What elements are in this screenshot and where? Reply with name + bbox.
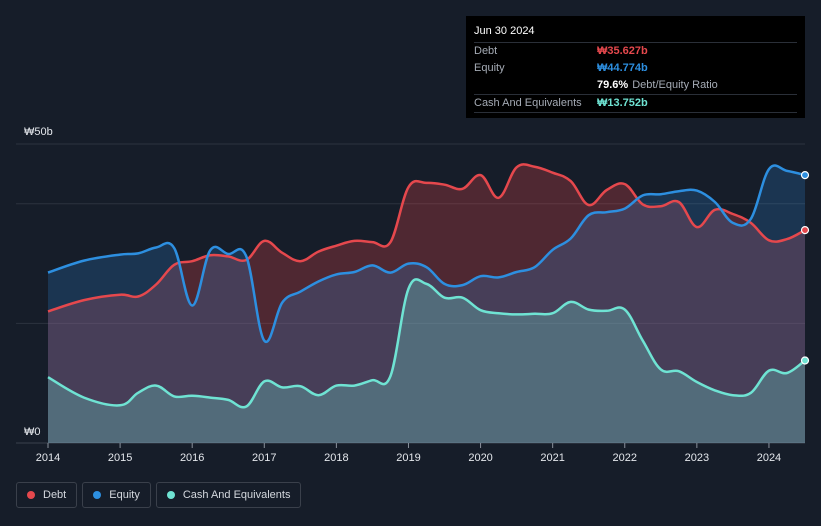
- y-tick-label-top: ₩50b: [24, 126, 53, 138]
- tooltip-cash-label: Cash And Equivalents: [474, 97, 582, 109]
- x-tick-label: 2015: [108, 452, 132, 464]
- tooltip-cash-row: Cash And Equivalents ₩13.752b: [474, 95, 797, 113]
- x-tick-label: 2016: [180, 452, 204, 464]
- x-tick-label: 2019: [396, 452, 420, 464]
- tooltip-debt-row: Debt ₩35.627b: [474, 43, 797, 60]
- tooltip-debt-label: Debt: [474, 45, 498, 57]
- chart-legend: Debt Equity Cash And Equivalents: [16, 482, 302, 508]
- series-areas: [48, 164, 805, 444]
- tooltip-ratio-label: Debt/Equity Ratio: [632, 79, 718, 91]
- y-tick-label-bottom: ₩0: [24, 426, 41, 438]
- tooltip-debt-value: ₩35.627b: [597, 45, 648, 57]
- legend-item-equity[interactable]: Equity: [82, 482, 151, 508]
- tooltip-cash-value: ₩13.752b: [597, 97, 648, 109]
- legend-item-cash[interactable]: Cash And Equivalents: [155, 482, 302, 508]
- x-tick-label: 2024: [757, 452, 781, 464]
- x-tick-label: 2022: [613, 452, 637, 464]
- x-axis-ticks: 2014 2015 2016 2017 2018 2019 2020 2021 2022 2023…: [36, 443, 781, 464]
- tooltip-equity-label: Equity: [474, 62, 505, 74]
- series-endpoints: [800, 170, 810, 365]
- debt-line: [47, 163, 806, 313]
- hover-tooltip: Jun 30 2024 Debt ₩35.627b Equity ₩44.774…: [466, 16, 805, 118]
- debt-area: [48, 164, 805, 444]
- cash-area: [48, 279, 805, 443]
- legend-label-debt: Debt: [43, 489, 67, 501]
- equity-endpoint[interactable]: [800, 170, 810, 180]
- legend-label-cash: Cash And Equivalents: [182, 489, 291, 501]
- x-tick-label: 2018: [324, 452, 348, 464]
- x-tick-label: 2014: [36, 452, 60, 464]
- grid-lines: [16, 143, 805, 444]
- tooltip-equity-row: Equity ₩44.774b: [474, 60, 797, 77]
- series-lines: [47, 163, 806, 409]
- cash-endpoint[interactable]: [800, 356, 810, 365]
- debt-dot-icon: [27, 491, 35, 499]
- legend-item-debt[interactable]: Debt: [16, 482, 78, 508]
- equity-line: [47, 164, 806, 344]
- cash-line: [47, 278, 806, 409]
- cash-dot-icon: [166, 491, 175, 499]
- tooltip-ratio-row: 79.6% Debt/Equity Ratio: [474, 77, 797, 95]
- legend-label-equity: Equity: [109, 489, 140, 501]
- x-tick-label: 2020: [468, 452, 492, 464]
- tooltip-equity-value: ₩44.774b: [597, 62, 648, 74]
- equity-area: [48, 165, 805, 443]
- x-tick-label: 2021: [540, 452, 564, 464]
- x-tick-label: 2017: [252, 452, 276, 464]
- x-tick-label: 2023: [685, 452, 709, 464]
- tooltip-date: Jun 30 2024: [474, 22, 797, 43]
- tooltip-ratio-value: 79.6%: [597, 79, 629, 91]
- debt-endpoint[interactable]: [800, 226, 810, 235]
- equity-dot-icon: [93, 491, 102, 499]
